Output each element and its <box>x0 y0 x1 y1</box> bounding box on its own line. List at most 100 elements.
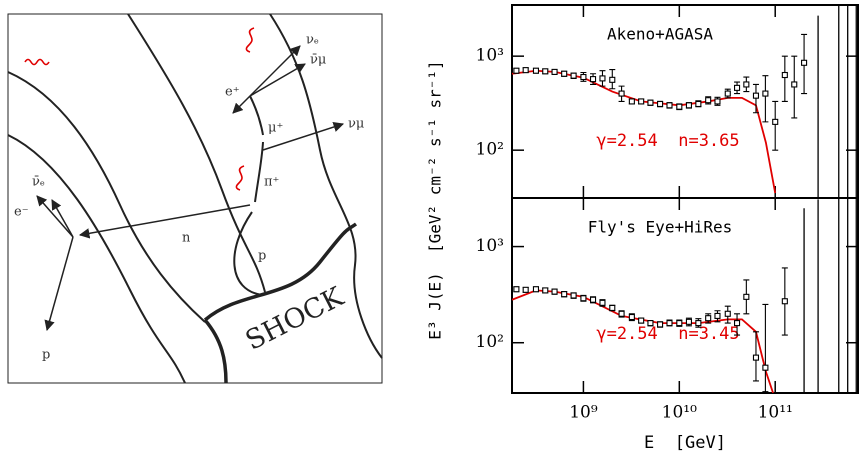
data-point <box>561 291 568 298</box>
x-tick-label: 10¹⁰ <box>662 403 697 423</box>
data-point <box>638 98 645 105</box>
data-point <box>513 67 520 74</box>
panel-title: Fly's Eye+HiRes <box>588 218 733 237</box>
data-point <box>714 98 721 105</box>
y-tick-label: 10³ <box>476 46 504 66</box>
x-axis-label: E [GeV] <box>644 433 726 453</box>
data-point <box>638 317 645 324</box>
data-point <box>542 287 549 294</box>
data-point <box>513 286 520 293</box>
data-point <box>801 59 808 66</box>
pion-path <box>254 141 264 203</box>
data-point <box>676 320 683 327</box>
particle-label: ν̄μ <box>310 53 326 68</box>
data-point <box>561 70 568 77</box>
data-point <box>570 72 577 79</box>
shock-front <box>203 222 358 322</box>
data-point <box>781 298 788 305</box>
particle-label: p <box>258 249 266 264</box>
particle-label: ν̄ₑ <box>32 175 45 190</box>
data-point <box>580 295 587 302</box>
data-point <box>628 313 635 321</box>
particle-label: νₑ <box>306 33 319 48</box>
arrow <box>249 63 306 97</box>
data-point <box>589 296 597 303</box>
data-point <box>676 103 683 110</box>
panel-title: Akeno+AGASA <box>607 25 713 44</box>
arrow <box>36 195 74 238</box>
arrow <box>232 95 251 114</box>
annotation: γ=2.54 n=3.45 <box>596 324 739 344</box>
particle-label: μ⁺ <box>268 121 283 136</box>
arrow <box>249 45 301 97</box>
annotation: γ=2.54 n=3.65 <box>596 131 739 151</box>
data-point <box>657 321 664 328</box>
data-point <box>599 299 606 306</box>
plot-area <box>512 198 857 393</box>
data-point <box>542 68 549 75</box>
shock-front <box>203 318 228 384</box>
data-point <box>762 90 769 97</box>
data-point <box>532 67 540 74</box>
error-bar <box>781 55 788 102</box>
particle-label: νμ <box>348 117 364 132</box>
proton-path <box>233 211 263 296</box>
data-point <box>743 81 750 88</box>
y-axis-label: E³ J(E) [GeV² cm⁻² s⁻¹ sr⁻¹] <box>426 60 445 339</box>
error-bar <box>772 100 779 151</box>
particle-label: e⁻ <box>14 205 29 220</box>
data-point <box>666 102 673 109</box>
particle-label: p <box>42 348 50 363</box>
x-tick-label: 10¹¹ <box>758 403 793 423</box>
arrow <box>51 199 74 238</box>
data-point <box>532 286 540 293</box>
data-point <box>695 320 702 327</box>
data-point <box>695 100 702 108</box>
data-point <box>743 293 750 300</box>
data-point <box>752 92 760 99</box>
data-point <box>551 288 558 295</box>
data-point <box>628 98 635 105</box>
data-point <box>772 118 779 125</box>
data-point <box>618 310 625 317</box>
arrow <box>262 121 344 151</box>
muon-path <box>249 95 264 136</box>
y-tick-label: 10² <box>476 332 504 352</box>
data-point <box>570 292 577 299</box>
data-point <box>781 71 788 79</box>
photon <box>24 58 50 66</box>
data-point <box>647 320 654 327</box>
data-point <box>522 286 529 293</box>
shock-label: SHOCK <box>241 281 349 357</box>
particle-label: e⁺ <box>225 85 240 100</box>
plot-area <box>512 5 857 198</box>
data-point <box>666 320 673 327</box>
data-point <box>609 304 616 311</box>
data-point <box>657 100 664 108</box>
arrow <box>78 204 251 239</box>
data-point <box>685 102 692 109</box>
field-line <box>269 13 383 359</box>
photon <box>235 165 245 191</box>
plot-frame <box>511 197 859 394</box>
data-point <box>724 90 731 97</box>
particle-label: n <box>182 231 191 246</box>
data-point <box>522 67 529 74</box>
particle-label: π⁺ <box>264 175 279 190</box>
data-point <box>714 312 721 319</box>
diagram <box>7 13 383 384</box>
field-line <box>7 71 206 323</box>
y-tick-label: 10³ <box>476 236 504 256</box>
photon <box>245 27 255 53</box>
data-point <box>752 354 760 361</box>
data-point <box>705 97 712 104</box>
data-point <box>589 76 597 83</box>
data-point <box>733 84 741 91</box>
data-point <box>762 364 769 371</box>
data-point <box>618 90 625 97</box>
data-point <box>551 68 558 75</box>
data-point <box>609 76 616 83</box>
data-point <box>733 320 741 327</box>
data-point <box>705 315 712 322</box>
diagram-frame <box>7 13 383 384</box>
